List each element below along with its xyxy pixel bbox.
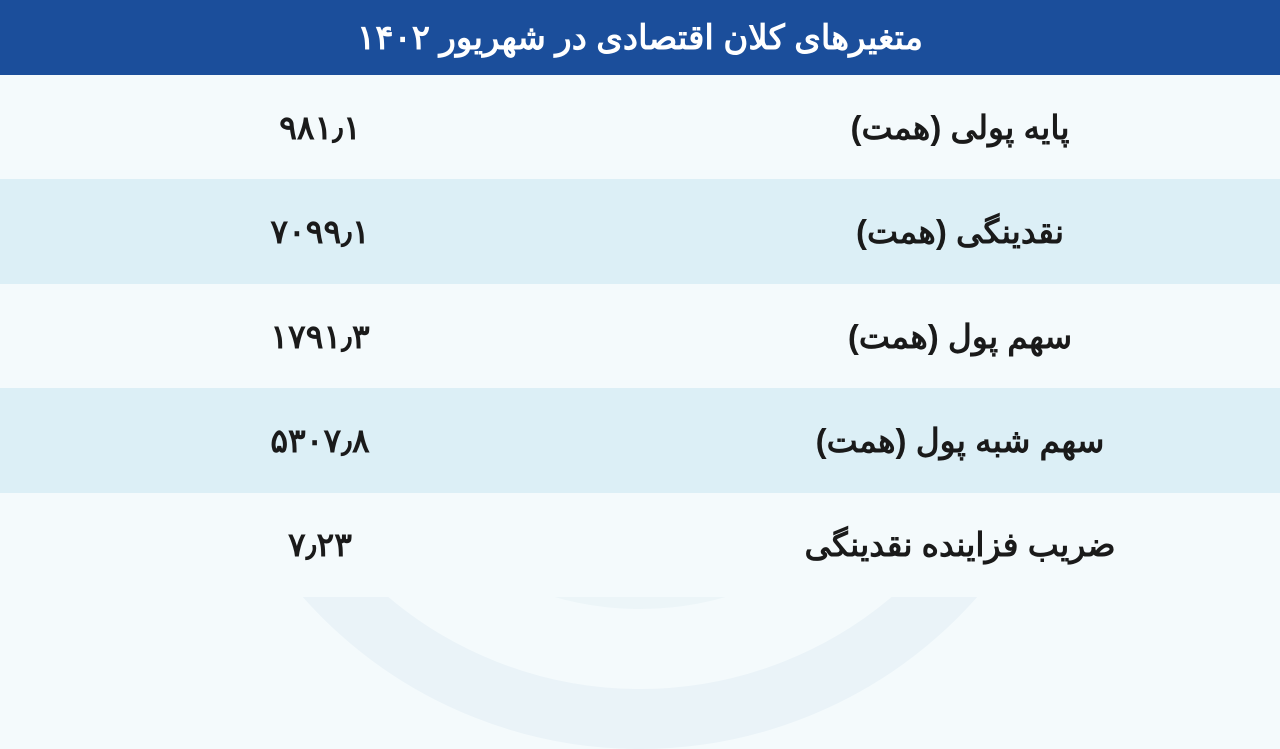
- table-row: سهم پول (همت) ۱۷۹۱٫۳: [0, 284, 1280, 388]
- row-value: ۱۷۹۱٫۳: [0, 284, 640, 388]
- row-value: ۵۳۰۷٫۸: [0, 388, 640, 492]
- table-row: سهم شبه پول (همت) ۵۳۰۷٫۸: [0, 388, 1280, 492]
- row-value: ۷۰۹۹٫۱: [0, 179, 640, 283]
- row-value: ۷٫۲۳: [0, 493, 640, 597]
- row-label: ضریب فزاینده نقدینگی: [640, 493, 1280, 597]
- row-label: نقدینگی (همت): [640, 179, 1280, 283]
- row-label: سهم شبه پول (همت): [640, 388, 1280, 492]
- row-label: پایه پولی (همت): [640, 75, 1280, 179]
- macro-table: متغیرهای کلان اقتصادی در شهریور ۱۴۰۲ پای…: [0, 0, 1280, 597]
- table-row: پایه پولی (همت) ۹۸۱٫۱: [0, 75, 1280, 179]
- row-value: ۹۸۱٫۱: [0, 75, 640, 179]
- row-label: سهم پول (همت): [640, 284, 1280, 388]
- table-header: متغیرهای کلان اقتصادی در شهریور ۱۴۰۲: [0, 0, 1280, 75]
- table-row: نقدینگی (همت) ۷۰۹۹٫۱: [0, 179, 1280, 283]
- table-title: متغیرهای کلان اقتصادی در شهریور ۱۴۰۲: [357, 18, 923, 58]
- table-row: ضریب فزاینده نقدینگی ۷٫۲۳: [0, 493, 1280, 597]
